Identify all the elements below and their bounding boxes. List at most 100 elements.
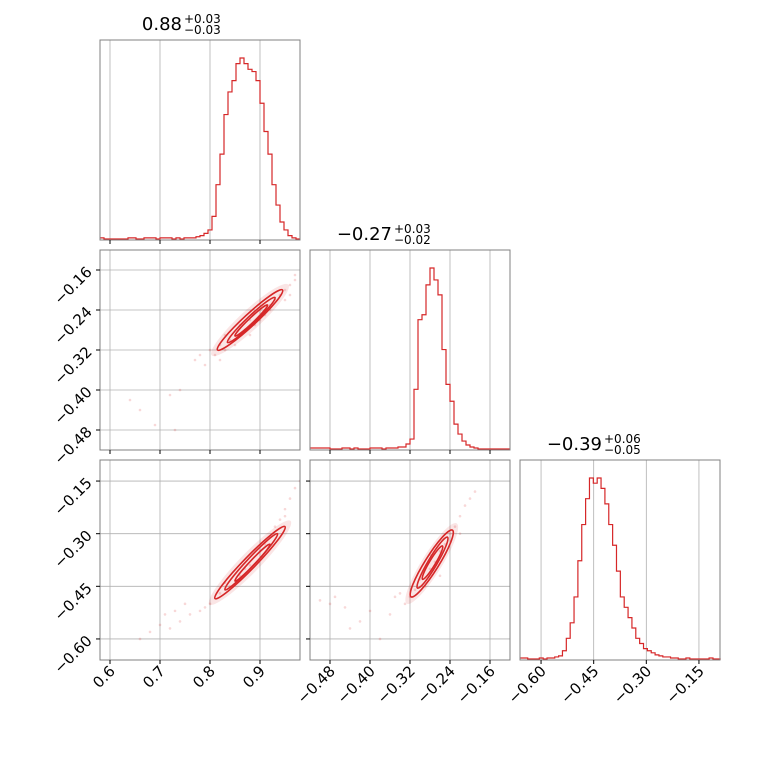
sample-point xyxy=(223,348,227,352)
sample-point xyxy=(218,592,222,595)
sample-point xyxy=(413,588,417,592)
panel-title-value-0: 0.88 xyxy=(142,14,182,35)
sample-point xyxy=(358,620,362,623)
panel-title-minus-0: −0.03 xyxy=(184,23,221,37)
sample-point xyxy=(188,613,192,616)
panel-title-value-1: −0.27 xyxy=(337,224,392,245)
contour-level-2 xyxy=(234,543,271,582)
sample-point xyxy=(173,609,177,613)
sample-point xyxy=(378,637,382,641)
contour-level-1 xyxy=(416,536,449,589)
panel-title-plus-1: +0.03 xyxy=(394,222,431,236)
histogram-panel-2: −0.39 +0.06−0.05 xyxy=(519,432,721,664)
sample-point xyxy=(468,497,472,500)
panel-frame xyxy=(99,459,301,661)
sample-point xyxy=(333,595,337,599)
panel-frame xyxy=(519,459,721,661)
histogram-line-2 xyxy=(520,477,721,660)
histogram-panel-0: 0.88 +0.03−0.03 xyxy=(99,12,301,244)
sample-point xyxy=(248,333,252,337)
sample-point xyxy=(458,514,462,518)
sample-point xyxy=(398,592,402,595)
contour-level-2 xyxy=(234,304,269,337)
sample-point xyxy=(453,525,457,528)
x-tick-label: −0.32 xyxy=(374,662,419,707)
sample-point xyxy=(288,283,292,287)
sample-point xyxy=(293,278,297,282)
sample-point xyxy=(218,358,222,362)
sample-point xyxy=(368,609,372,613)
y-tick-label: −0.30 xyxy=(50,527,95,572)
sample-point xyxy=(318,599,322,602)
sample-point xyxy=(213,353,217,357)
panel-title-value-2: −0.39 xyxy=(547,434,602,455)
scatter-panel-0-1 xyxy=(96,249,301,454)
y-tick-label: −0.15 xyxy=(50,474,95,519)
sample-point xyxy=(148,630,152,634)
sample-point xyxy=(273,525,277,528)
sample-point xyxy=(393,595,397,599)
sample-point xyxy=(288,497,292,500)
sample-point xyxy=(293,486,297,490)
x-tick-label: −0.60 xyxy=(505,662,550,707)
sample-point xyxy=(278,518,282,521)
sample-point xyxy=(283,288,287,292)
x-tick-label: −0.15 xyxy=(663,662,708,707)
x-tick-label: −0.30 xyxy=(610,662,655,707)
sample-point xyxy=(168,393,172,397)
sample-point xyxy=(283,514,287,518)
sample-point xyxy=(448,532,452,535)
density-cloud xyxy=(405,523,459,604)
panel-frame xyxy=(99,39,301,241)
sample-point xyxy=(348,627,352,630)
sample-point xyxy=(208,602,212,606)
y-tick-label: −0.32 xyxy=(50,343,95,388)
panel-title-plus-0: +0.03 xyxy=(184,12,221,26)
sample-point xyxy=(158,623,162,627)
sample-point xyxy=(248,563,252,567)
contour-level-2 xyxy=(421,545,444,581)
scatter-layer xyxy=(318,490,477,641)
y-tick-label: −0.60 xyxy=(50,632,95,677)
sample-point xyxy=(428,567,432,571)
sample-point xyxy=(153,423,157,427)
panel-title-minus-2: −0.05 xyxy=(604,443,641,457)
sample-point xyxy=(438,574,442,578)
y-tick-label: −0.24 xyxy=(50,303,95,348)
sample-point xyxy=(168,627,172,630)
sample-point xyxy=(458,532,462,535)
sample-point xyxy=(128,398,132,402)
histogram-line-0 xyxy=(100,57,300,240)
sample-point xyxy=(388,613,392,616)
sample-point xyxy=(198,353,202,357)
y-tick-label: −0.48 xyxy=(50,423,95,468)
histogram-panel-1: −0.27 +0.03−0.02 xyxy=(309,222,511,454)
panel-title-minus-1: −0.02 xyxy=(394,233,431,247)
density-cloud xyxy=(211,283,289,357)
sample-point xyxy=(183,602,187,606)
y-tick-label: −0.40 xyxy=(50,383,95,428)
x-tick-label: 0.6 xyxy=(89,662,119,692)
sample-point xyxy=(163,613,167,616)
sample-point xyxy=(203,606,207,609)
sample-point xyxy=(293,273,297,277)
histogram-line-1 xyxy=(310,267,510,450)
contour-level-1 xyxy=(226,296,276,344)
sample-point xyxy=(473,490,477,493)
contour-level-0 xyxy=(213,525,287,600)
y-tick-label: −0.16 xyxy=(50,263,95,308)
x-tick-label: −0.24 xyxy=(414,662,459,707)
sample-point xyxy=(343,606,347,609)
sample-point xyxy=(283,298,287,302)
sample-point xyxy=(198,609,202,613)
panel-title-plus-2: +0.06 xyxy=(604,432,641,446)
sample-point xyxy=(328,602,332,606)
scatter-panel-0-2 xyxy=(96,459,301,664)
x-tick-label: −0.45 xyxy=(557,662,602,707)
sample-point xyxy=(288,293,292,297)
y-tick-label: −0.45 xyxy=(50,579,95,624)
sample-point xyxy=(178,620,182,623)
scatter-panel-1-2 xyxy=(306,459,511,664)
contour-level-0 xyxy=(216,288,284,352)
